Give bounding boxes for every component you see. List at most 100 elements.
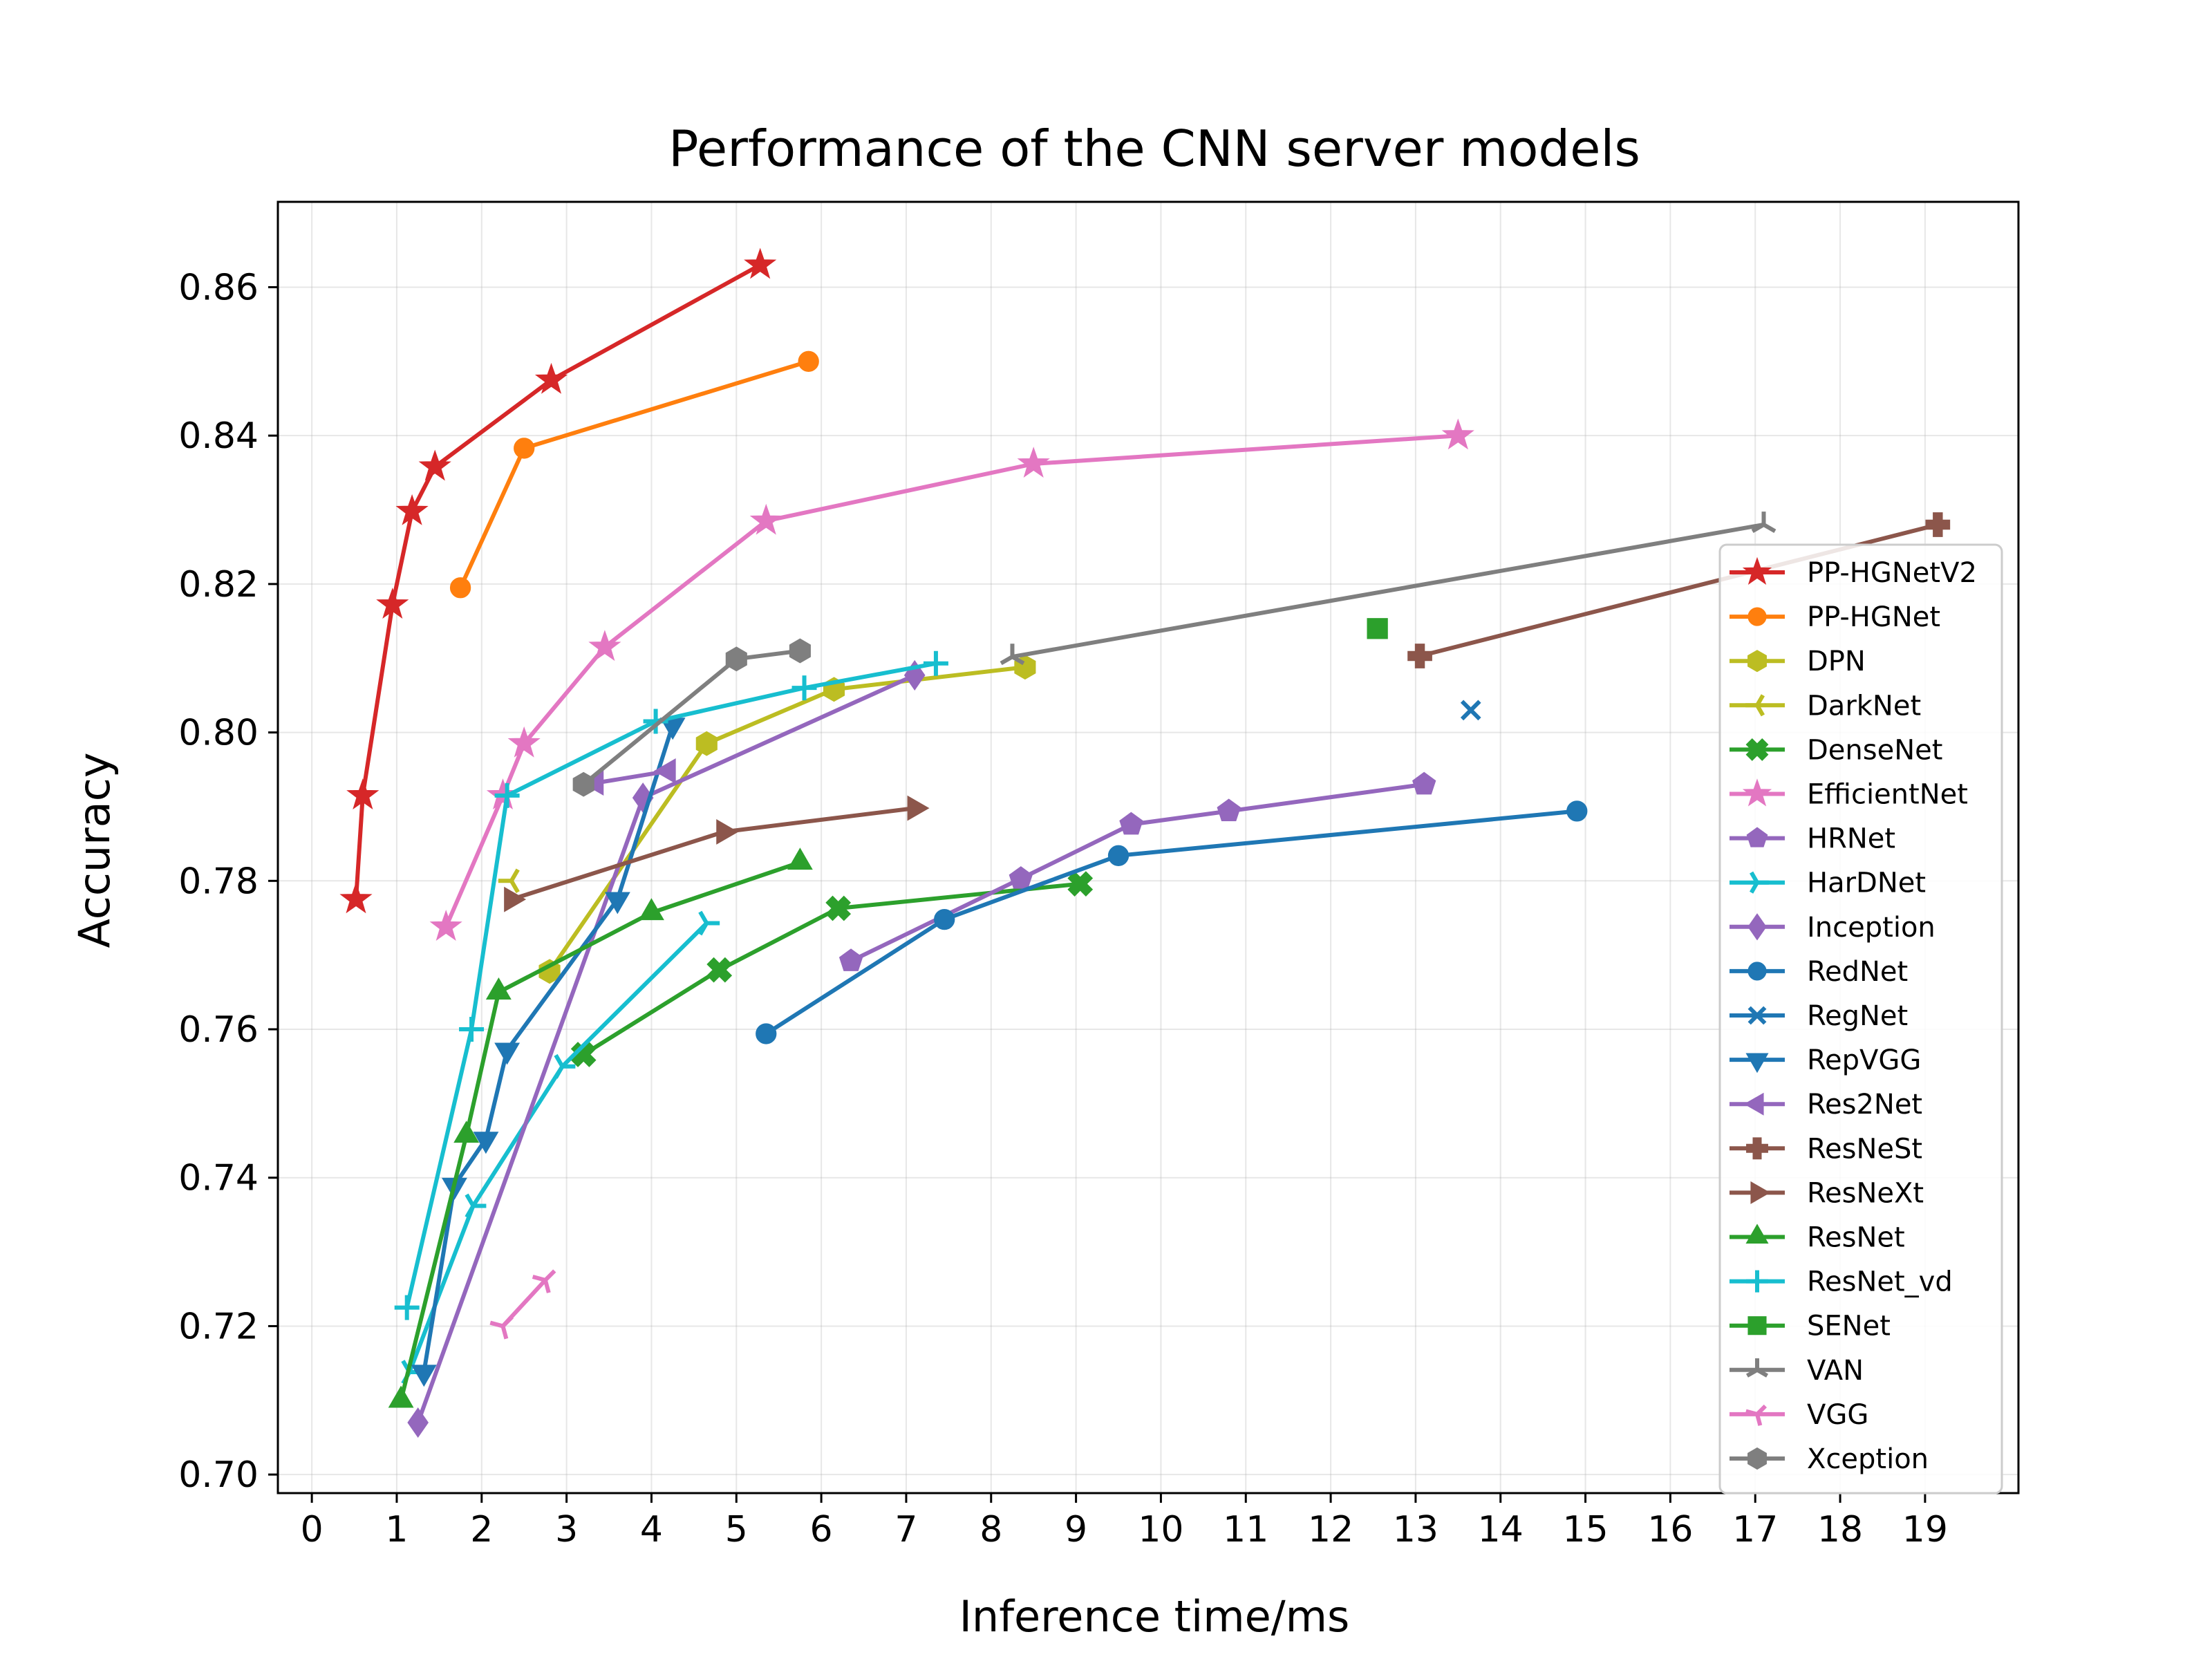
legend-label: VAN	[1807, 1355, 1864, 1387]
data-point-vgg	[532, 1269, 556, 1293]
x-tick-label: 1	[385, 1509, 408, 1550]
data-point-pp-hgnet	[449, 577, 471, 599]
x-tick-label: 12	[1308, 1509, 1353, 1550]
x-tick-label: 4	[640, 1509, 663, 1550]
legend-marker	[1747, 913, 1767, 941]
legend-label: DenseNet	[1807, 734, 1942, 766]
x-tick-label: 7	[894, 1509, 917, 1550]
legend-entry-resnext: ResNeXt	[1730, 1177, 1924, 1209]
legend-label: RegNet	[1807, 1000, 1908, 1032]
data-point-efficientnet	[1441, 418, 1474, 450]
data-point-pp-hgnetv2	[346, 778, 379, 809]
legend-label: Xception	[1807, 1443, 1929, 1475]
data-point-pp-hgnetv2	[744, 247, 777, 279]
data-point-dpn	[538, 959, 561, 984]
data-point-pp-hgnetv2	[376, 588, 409, 619]
data-point-res2net	[653, 758, 676, 784]
data-point-dpn	[695, 731, 718, 756]
x-tick-label: 2	[470, 1509, 493, 1550]
legend-label: ResNeXt	[1807, 1177, 1924, 1209]
series-rednet	[756, 800, 1588, 1044]
data-point-resnet-vd	[923, 650, 948, 676]
x-tick-label: 5	[725, 1509, 748, 1550]
data-point-repvgg	[473, 1132, 499, 1154]
legend: PP-HGNetV2 PP-HGNet DPN DarkNet DenseNet Effi…	[1718, 543, 2003, 1494]
data-point-pp-hgnetv2	[534, 362, 568, 394]
series-line-res2net	[594, 769, 671, 785]
y-tick-label: 0.86	[178, 267, 259, 308]
series-densenet	[570, 871, 1094, 1067]
legend-box	[1718, 543, 2003, 1494]
data-point-xception	[789, 638, 811, 664]
series-line-rednet	[764, 809, 1580, 1036]
legend-label: HRNet	[1807, 823, 1895, 855]
y-tick-label: 0.72	[178, 1306, 259, 1347]
data-point-resnext	[504, 886, 527, 912]
data-point-senet	[1367, 618, 1388, 639]
data-point-darknet	[498, 868, 520, 894]
legend-entry-rednet: RedNet	[1730, 956, 1908, 988]
y-tick-label: 0.74	[178, 1158, 259, 1199]
legend-marker	[1747, 607, 1767, 626]
data-point-rednet	[934, 908, 955, 930]
x-tick-label: 14	[1478, 1509, 1524, 1550]
x-tick-label: 11	[1223, 1509, 1268, 1550]
data-point-densenet	[706, 957, 733, 983]
data-point-resnet	[485, 977, 512, 1000]
legend-marker	[1746, 1270, 1768, 1293]
series-darknet	[498, 868, 520, 894]
y-tick-label: 0.84	[178, 415, 259, 457]
series-senet	[1367, 618, 1388, 639]
data-point-rednet	[756, 1023, 777, 1044]
data-point-densenet	[825, 895, 852, 921]
y-tick-label: 0.82	[178, 564, 259, 606]
chart-title: Performance of the CNN server models	[668, 120, 1640, 178]
data-point-hrnet	[1217, 798, 1241, 821]
data-point-efficientnet	[429, 910, 462, 941]
data-point-xception	[572, 771, 594, 797]
data-point-resnet-vd	[791, 675, 817, 701]
axis-ticks: 0 1 2 3 4 5 6 7 8 9 10 11 12 13 14 15 16 17 18 190.700.720.…	[178, 267, 1948, 1550]
data-point-vgg	[489, 1315, 514, 1340]
series-regnet	[1460, 700, 1481, 721]
series-resnext	[504, 795, 930, 912]
x-tick-label: 15	[1562, 1509, 1608, 1550]
x-tick-label: 19	[1902, 1509, 1948, 1550]
y-axis-label: Accuracy	[69, 752, 120, 948]
legend-marker	[1745, 1053, 1769, 1074]
series-line-van	[1010, 523, 1766, 659]
x-tick-label: 3	[555, 1509, 578, 1550]
legend-label: HarDNet	[1807, 868, 1926, 899]
data-point-resnet	[787, 847, 813, 870]
data-point-hardnet	[465, 1193, 487, 1219]
legend-label: DarkNet	[1807, 690, 1921, 722]
data-point-resnet-vd	[494, 782, 520, 808]
legend-marker	[1745, 1224, 1769, 1244]
legend-marker	[1742, 556, 1772, 585]
legend-marker	[1747, 1447, 1767, 1470]
data-point-resnext	[907, 795, 930, 821]
legend-marker	[1745, 1404, 1768, 1426]
legend-marker	[1750, 871, 1769, 894]
data-point-pp-hgnet	[514, 438, 535, 459]
data-point-repvgg	[494, 1042, 521, 1065]
data-point-van	[1751, 512, 1777, 534]
data-point-hrnet	[1412, 771, 1436, 795]
data-point-repvgg	[604, 892, 630, 915]
legend-label: Inception	[1807, 912, 1936, 944]
legend-marker	[1747, 962, 1767, 981]
legend-entry-pp-hgnetv2: PP-HGNetV2	[1730, 556, 1977, 589]
legend-marker	[1745, 694, 1765, 717]
legend-marker	[1747, 650, 1767, 673]
data-point-resnet-vd	[394, 1295, 420, 1320]
legend-entry-hardnet: HarDNet	[1730, 868, 1926, 899]
data-point-repvgg	[411, 1365, 437, 1387]
legend-marker	[1746, 1137, 1768, 1160]
legend-label: SENet	[1807, 1311, 1891, 1342]
data-point-pp-hgnetv2	[418, 449, 451, 481]
legend-entry-resnest: ResNeSt	[1730, 1133, 1922, 1165]
series-line-hardnet	[407, 921, 709, 1374]
series-hardnet	[401, 910, 720, 1385]
data-point-van	[1000, 644, 1025, 666]
legend-label: RepVGG	[1807, 1044, 1921, 1076]
